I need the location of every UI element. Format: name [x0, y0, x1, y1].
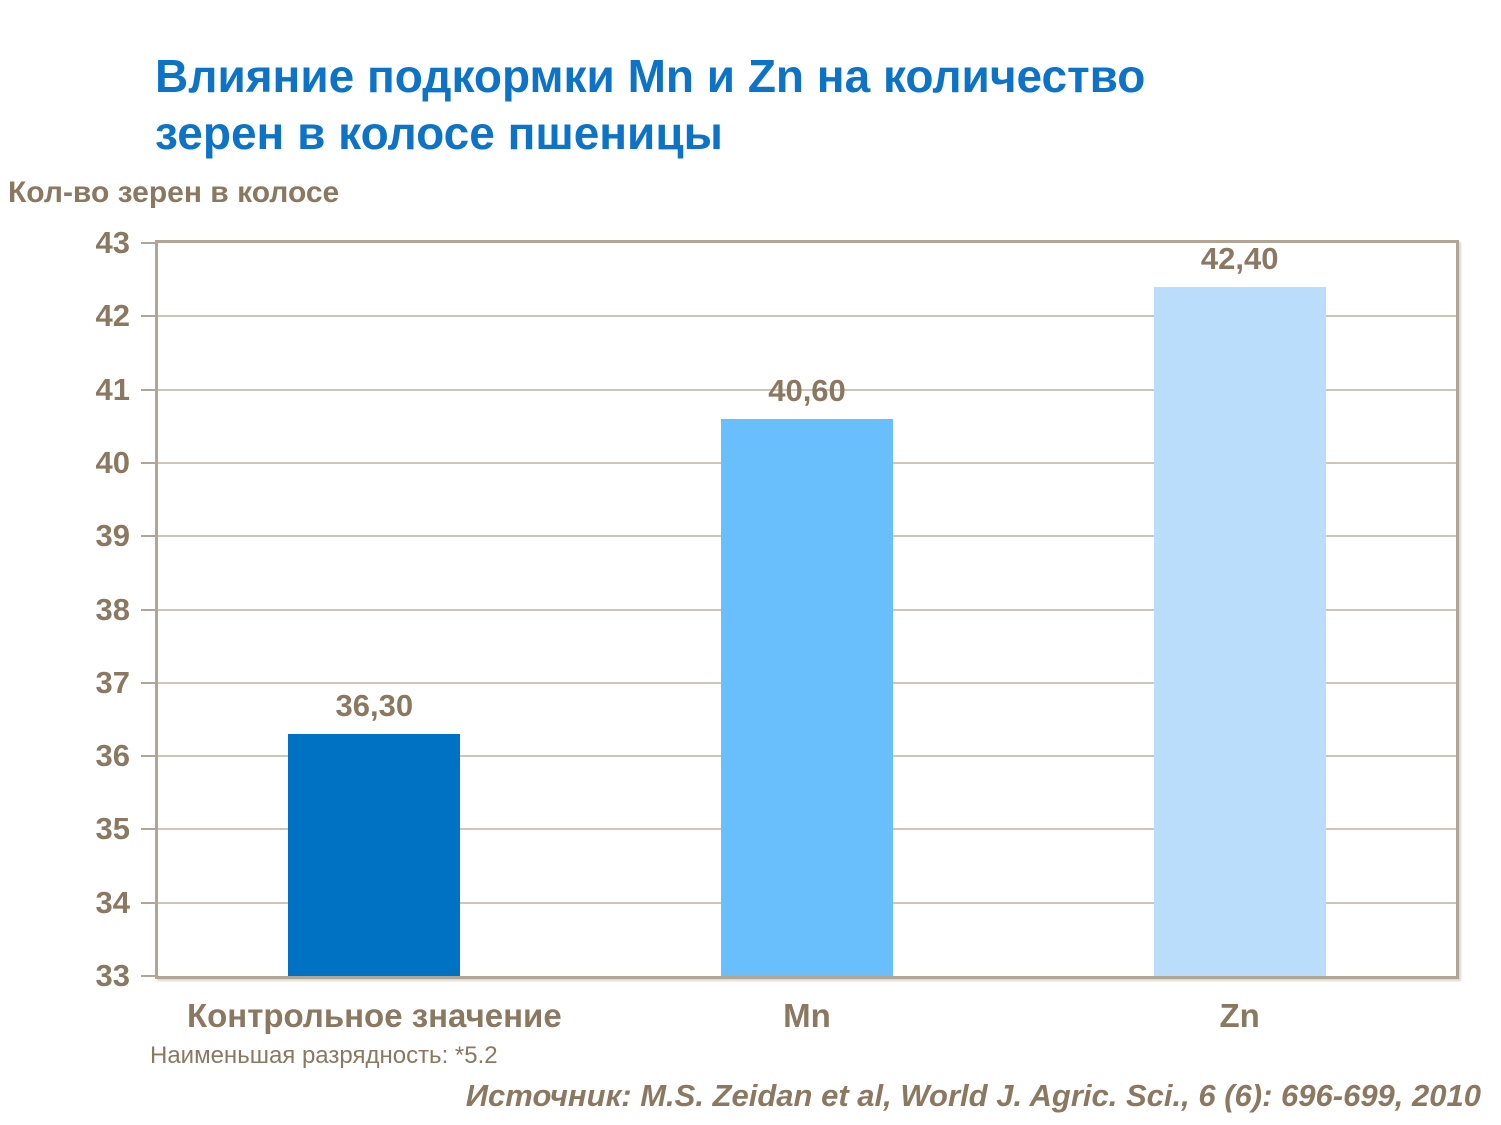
y-tick-label: 39: [95, 518, 130, 554]
bar-value-label-zn: 42,40: [1200, 240, 1279, 276]
y-tick-label: 35: [95, 811, 130, 847]
y-tick-mark: [141, 388, 155, 391]
y-tick-label: 34: [95, 884, 130, 920]
y-tick-label: 36: [95, 738, 130, 774]
footnote: Наименьшая разрядность: *5.2: [150, 1042, 498, 1069]
y-tick-mark: [141, 828, 155, 831]
y-tick-label: 37: [95, 664, 130, 700]
bar-value-label-mn: 40,60: [768, 372, 846, 408]
y-tick-mark: [141, 608, 155, 611]
y-tick-mark: [141, 901, 155, 904]
x-axis-category-label-control-value: Контрольное значение: [186, 997, 562, 1034]
bar-value-label-control-value: 36,30: [335, 688, 414, 724]
bar-control-value: [288, 734, 461, 976]
y-tick-label: 41: [95, 371, 130, 407]
y-tick-mark: [141, 755, 155, 758]
chart-title-line-2: зерен в колосе пшеницы: [155, 107, 723, 159]
y-tick-mark: [141, 535, 155, 538]
y-tick-mark: [141, 242, 155, 244]
source-citation: Источник: M.S. Zeidan et al, World J. Ag…: [465, 1078, 1481, 1113]
y-tick-label: 43: [95, 225, 130, 260]
y-tick-mark: [141, 681, 155, 684]
gridline: [158, 388, 1456, 391]
y-tick-label: 38: [95, 591, 130, 627]
y-tick-label: 42: [95, 298, 130, 334]
y-tick-label: 40: [95, 444, 130, 480]
x-axis-category-label-mn: Mn: [783, 997, 831, 1034]
chart-title: Влияние подкормки Mn и Zn на количество …: [155, 48, 1145, 162]
bar-zn: [1153, 286, 1326, 976]
y-tick-label: 33: [95, 958, 130, 993]
y-tick-mark: [141, 975, 155, 977]
gridline: [158, 315, 1456, 318]
chart-title-line-1: Влияние подкормки Mn и Zn на количество: [155, 50, 1146, 102]
y-axis-title: Кол-во зерен в колосе: [8, 176, 340, 209]
y-tick-mark: [141, 315, 155, 318]
y-tick-mark: [141, 461, 155, 464]
plot-area: [155, 240, 1459, 979]
x-axis-category-label-zn: Zn: [1219, 997, 1260, 1034]
bar-mn: [721, 418, 893, 976]
